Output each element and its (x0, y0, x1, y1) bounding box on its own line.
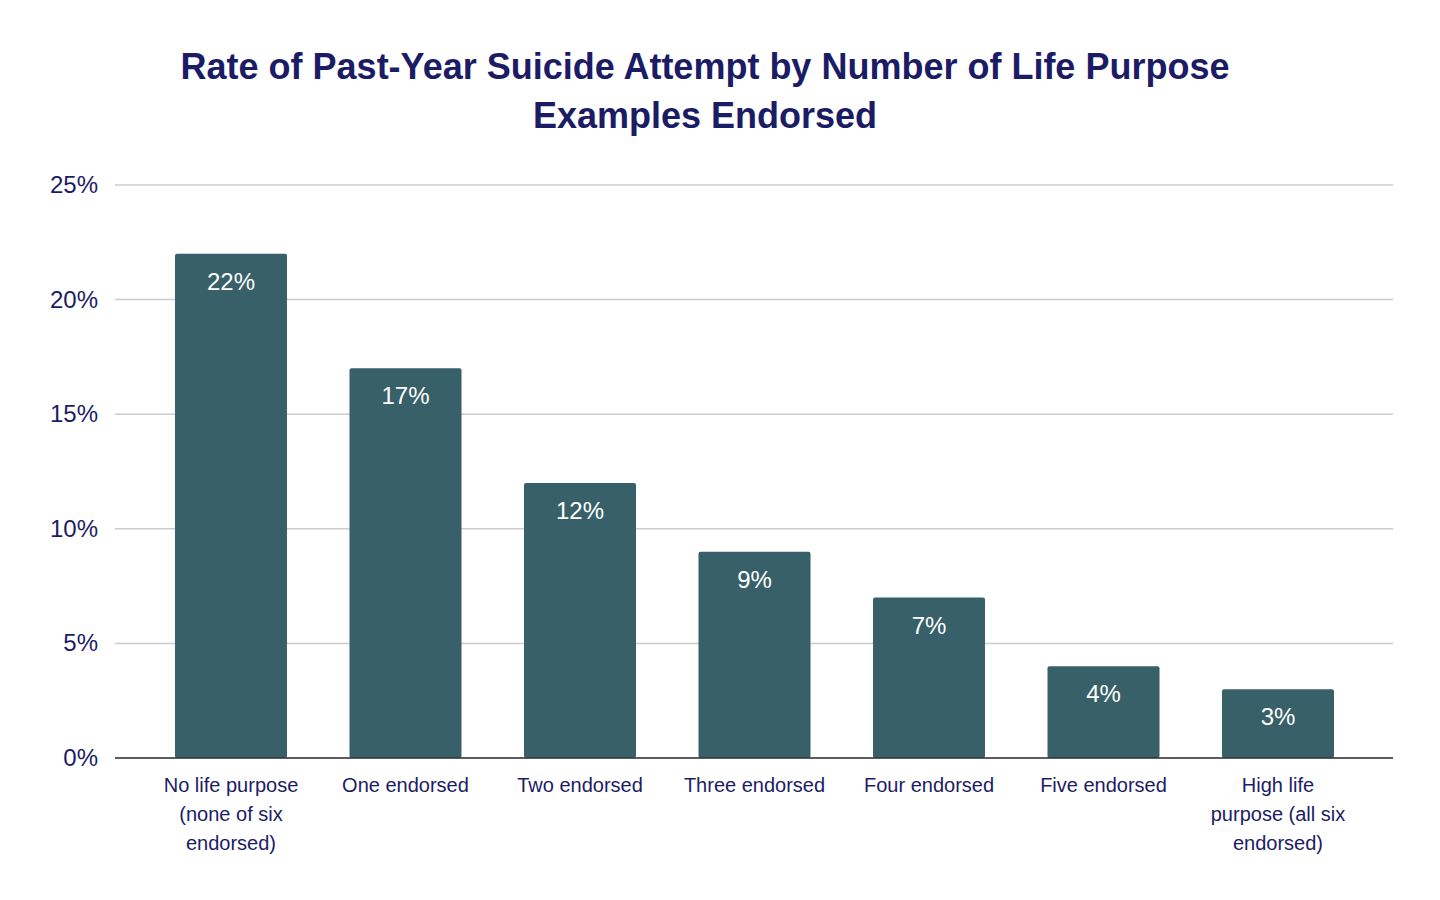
x-tick-label: Four endorsed (858, 771, 1000, 800)
grid-line (115, 757, 1393, 759)
bar (1222, 689, 1334, 758)
data-label: 4% (1086, 680, 1121, 707)
grid-line (115, 184, 1393, 186)
x-tick-label: Two endorsed (509, 771, 651, 800)
y-tick-label: 20% (50, 286, 98, 313)
data-label: 17% (381, 382, 429, 409)
x-axis-line (115, 757, 1393, 759)
chart-title: Rate of Past-Year Suicide Attempt by Num… (95, 42, 1315, 140)
data-label: 9% (737, 566, 772, 593)
bar (873, 598, 985, 758)
y-tick-label: 10% (50, 515, 98, 542)
y-tick-label: 15% (50, 400, 98, 427)
x-tick-label: Three endorsed (684, 771, 826, 800)
bar (524, 483, 636, 758)
data-label: 7% (912, 612, 947, 639)
x-tick-label: High life purpose (all six endorsed) (1207, 771, 1349, 858)
grid-line (115, 413, 1393, 415)
data-label: 22% (207, 268, 255, 295)
bar (699, 552, 811, 758)
y-tick-label: 5% (63, 629, 98, 656)
x-tick-label: Five endorsed (1033, 771, 1175, 800)
x-tick-label: No life purpose (none of six endorsed) (160, 771, 302, 858)
grid-line (115, 299, 1393, 301)
bars (175, 254, 1334, 758)
chart-svg: 0% 5% 10% 15% 20% 25% 22% 17% 12% 9% 7% 4% 3% (0, 0, 1440, 900)
bar (175, 254, 287, 758)
y-tick-label: 25% (50, 171, 98, 198)
bar (350, 368, 462, 758)
data-label: 12% (556, 497, 604, 524)
bar (1048, 666, 1160, 758)
data-label: 3% (1261, 703, 1296, 730)
y-tick-label: 0% (63, 744, 98, 771)
grid-line (115, 528, 1393, 530)
x-tick-label: One endorsed (335, 771, 477, 800)
